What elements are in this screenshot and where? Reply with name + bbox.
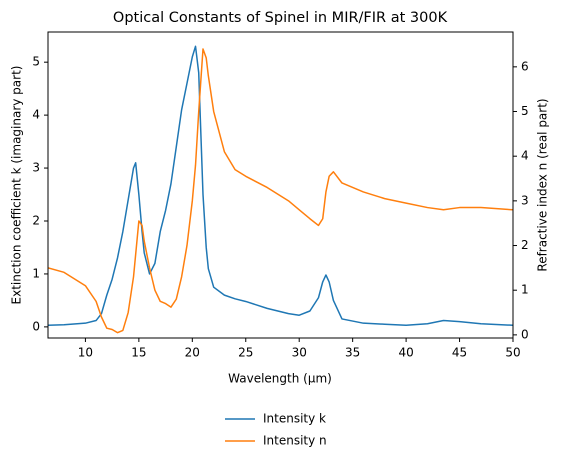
series-line — [48, 48, 513, 334]
chart-title: Optical Constants of Spinel in MIR/FIR a… — [113, 10, 448, 26]
x-tick-label: 10 — [78, 346, 93, 360]
x-axis-label: Wavelength (μm) — [228, 372, 332, 386]
y2-tick-label: 6 — [521, 59, 529, 73]
y-tick-label: 3 — [32, 161, 40, 175]
y-tick-label: 1 — [32, 266, 40, 280]
y2-tick-label: 1 — [521, 283, 529, 297]
y2-tick-label: 5 — [521, 104, 529, 118]
x-tick-label: 40 — [398, 346, 413, 360]
y-tick-label: 5 — [32, 55, 40, 69]
x-tick-label: 45 — [452, 346, 467, 360]
series-line — [48, 45, 513, 327]
plot-frame — [47, 31, 514, 339]
x-tick-label: 15 — [131, 346, 146, 360]
y-tick-label: 4 — [32, 108, 40, 122]
x-tick-label: 35 — [345, 346, 360, 360]
y-tick-label: 2 — [32, 214, 40, 228]
x-tick-label: 30 — [292, 346, 307, 360]
x-tick-label: 25 — [238, 346, 253, 360]
x-tick-label: 20 — [185, 346, 200, 360]
y2-tick-label: 0 — [521, 327, 529, 341]
y-axis-label: Extinction coefficient k (imaginary part… — [10, 66, 24, 305]
y2-axis-label: Refractive index n (real part) — [536, 98, 550, 271]
y2-tick-label: 4 — [521, 149, 529, 163]
legend-label: Intensity n — [263, 434, 327, 448]
y2-tick-label: 2 — [521, 238, 529, 252]
x-tick-label: 50 — [505, 346, 520, 360]
y2-tick-label: 3 — [521, 193, 529, 207]
legend-label: Intensity k — [263, 412, 326, 426]
y-tick-label: 0 — [32, 319, 40, 333]
